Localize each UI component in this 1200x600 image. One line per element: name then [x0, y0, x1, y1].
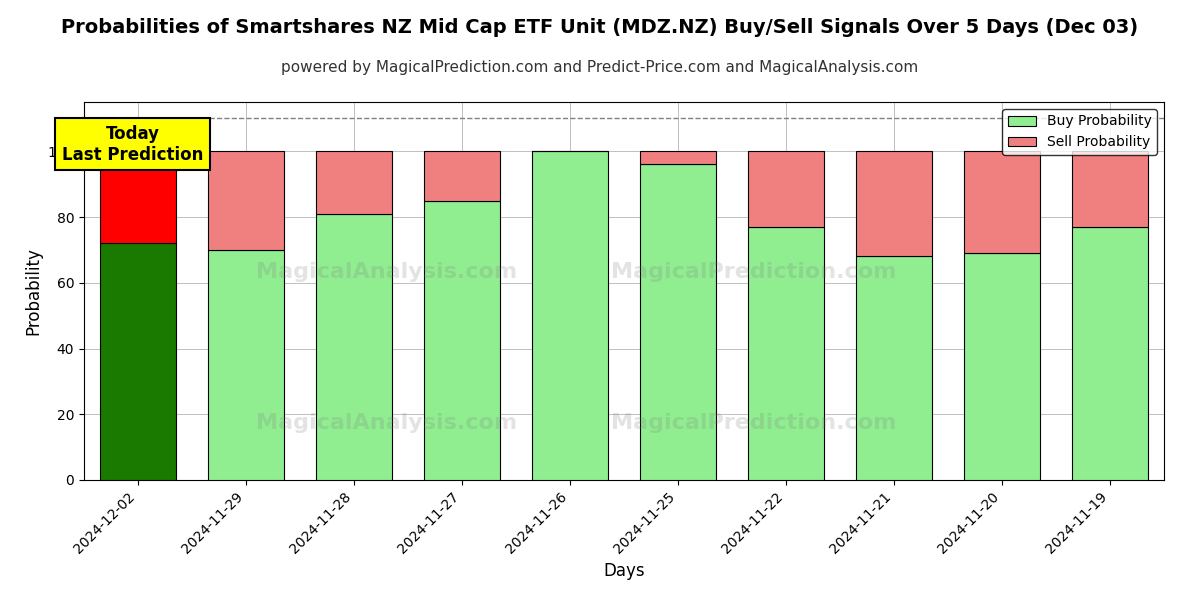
Bar — [317, 214, 391, 480]
Bar — [749, 227, 824, 480]
Text: powered by MagicalPrediction.com and Predict-Price.com and MagicalAnalysis.com: powered by MagicalPrediction.com and Pre… — [281, 60, 919, 75]
Bar — [425, 151, 500, 200]
Bar — [749, 151, 824, 227]
Bar — [101, 151, 176, 244]
Bar — [1073, 227, 1147, 480]
Text: Today
Last Prediction: Today Last Prediction — [62, 125, 203, 164]
Bar — [425, 200, 500, 480]
Bar — [101, 244, 176, 480]
Bar — [965, 253, 1039, 480]
Text: MagicalPrediction.com: MagicalPrediction.com — [611, 413, 896, 433]
Bar — [641, 164, 716, 480]
Bar — [317, 151, 391, 214]
Text: MagicalPrediction.com: MagicalPrediction.com — [611, 262, 896, 282]
Bar — [965, 151, 1039, 253]
Text: MagicalAnalysis.com: MagicalAnalysis.com — [256, 413, 517, 433]
Bar — [857, 151, 932, 256]
Bar — [857, 256, 932, 480]
Bar — [533, 151, 607, 480]
Bar — [209, 151, 284, 250]
Bar — [1073, 151, 1147, 227]
Legend: Buy Probability, Sell Probability: Buy Probability, Sell Probability — [1002, 109, 1157, 155]
X-axis label: Days: Days — [604, 562, 644, 580]
Text: Probabilities of Smartshares NZ Mid Cap ETF Unit (MDZ.NZ) Buy/Sell Signals Over : Probabilities of Smartshares NZ Mid Cap … — [61, 18, 1139, 37]
Bar — [209, 250, 284, 480]
Text: MagicalAnalysis.com: MagicalAnalysis.com — [256, 262, 517, 282]
Bar — [641, 151, 716, 164]
Y-axis label: Probability: Probability — [24, 247, 42, 335]
